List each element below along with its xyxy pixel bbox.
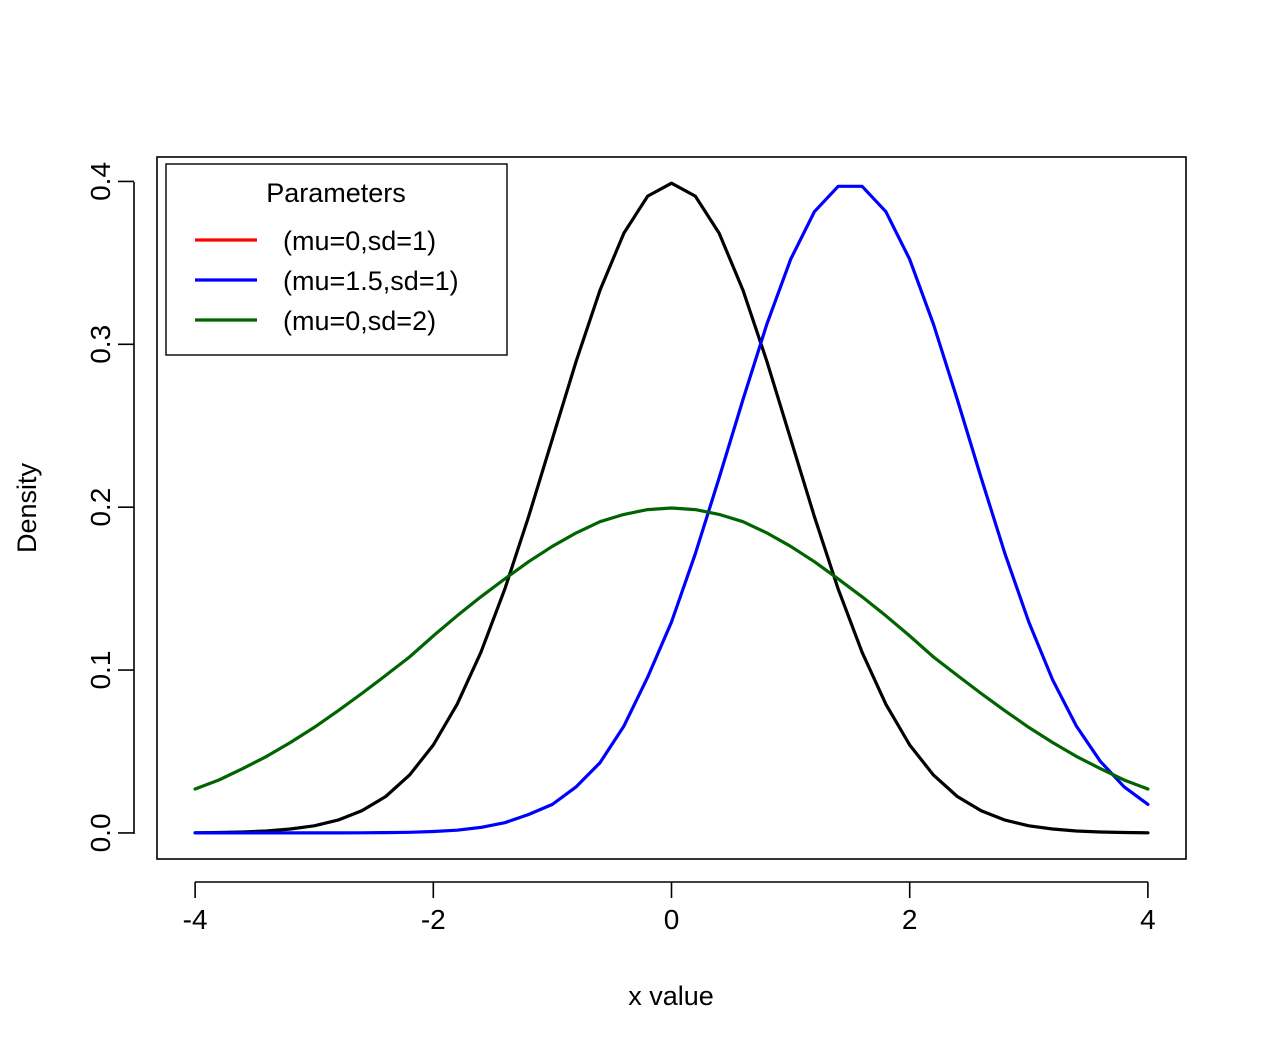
series-layer [193, 181, 1150, 835]
legend-title: Parameters [266, 178, 406, 208]
plot-frame [156, 156, 1187, 860]
y-axis-title: Density [12, 462, 42, 553]
series-line-3 [193, 506, 1150, 791]
y-tick-label: 0.1 [85, 651, 116, 690]
x-tick-label: 0 [664, 904, 680, 935]
x-tick-label: 2 [902, 904, 918, 935]
y-tick-label: 0.2 [85, 488, 116, 527]
series-line-2 [193, 184, 1150, 835]
legend-entries: (mu=0,sd=1) (mu=1.5,sd=1) (mu=0,sd=2) [195, 226, 459, 336]
legend-label: (mu=0,sd=2) [283, 306, 436, 336]
legend-label: (mu=1.5,sd=1) [283, 266, 459, 296]
x-tick-label: -2 [421, 904, 446, 935]
x-axis-title: x value [628, 981, 714, 1011]
y-tick-label: 0.3 [85, 325, 116, 364]
y-axis: 0.0 0.1 0.2 0.3 0.4 [85, 162, 135, 852]
x-tick-label: 4 [1140, 904, 1156, 935]
series-line-1 [193, 181, 1150, 835]
legend-box [165, 163, 508, 356]
x-axis: -4 -2 0 2 4 [183, 881, 1156, 935]
legend: Parameters (mu=0,sd=1)(mu=1.5,sd=1)(mu=0… [165, 163, 508, 356]
legend-label: (mu=0,sd=1) [283, 226, 436, 256]
x-tick-label: -4 [183, 904, 208, 935]
y-tick-label: 0.0 [85, 813, 116, 852]
y-tick-label: 0.4 [85, 162, 116, 201]
